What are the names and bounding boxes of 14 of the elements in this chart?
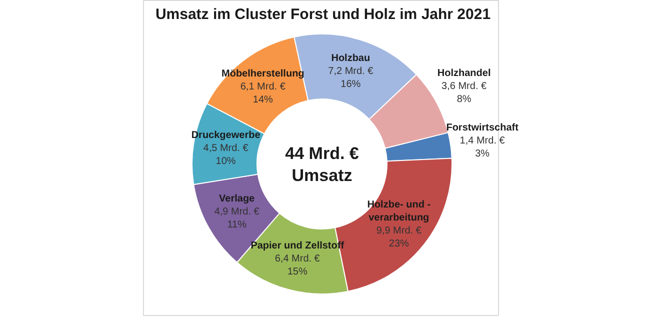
slice-label: Verlage bbox=[219, 193, 256, 204]
data-label: 4,5 Mrd. € 10% bbox=[203, 143, 249, 168]
chart-title: Umsatz im Cluster Forst und Holz im Jahr 2021 bbox=[155, 6, 491, 23]
slice-label: Holzbau bbox=[331, 52, 370, 64]
data-label: 9,9 Mrd. € 23% bbox=[376, 225, 422, 250]
data-label: 4,9 Mrd. € 11% bbox=[214, 206, 260, 230]
slice-label: Holzhandel bbox=[437, 68, 491, 80]
data-label: 3,6 Mrd. € 8% bbox=[442, 81, 488, 106]
data-label: 7,2 Mrd. € 16% bbox=[328, 66, 374, 90]
data-label: 6,1 Mrd. € 14% bbox=[240, 81, 286, 106]
text: 44 Mrd. € Umsatz bbox=[285, 144, 360, 185]
slice-label: Forstwirtschaft bbox=[446, 122, 520, 134]
data-label: 1,4 Mrd. € 3% bbox=[460, 136, 506, 160]
data-label: 6,4 Mrd. € 15% bbox=[274, 253, 320, 278]
